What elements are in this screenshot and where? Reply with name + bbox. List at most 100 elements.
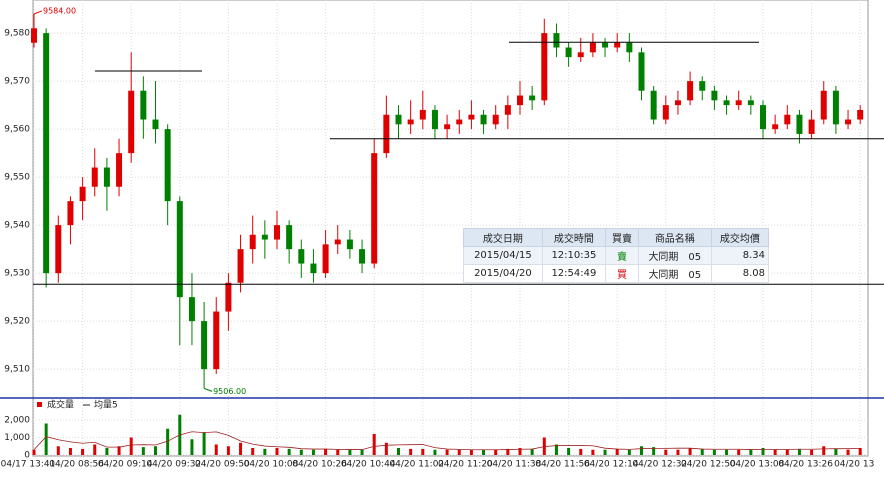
volume-bar xyxy=(688,448,692,455)
volume-bar xyxy=(397,448,400,455)
table-cell: 2015/04/20 xyxy=(463,264,543,283)
candle-body xyxy=(395,114,402,125)
y-tick-label: 9,580 xyxy=(4,29,30,39)
candle-body xyxy=(383,114,390,154)
volume-bar xyxy=(469,449,473,455)
volume-bar xyxy=(482,449,486,455)
volume-bar xyxy=(761,448,765,455)
candle-body xyxy=(322,244,329,274)
volume-bar xyxy=(105,448,109,455)
candle-body xyxy=(687,81,694,101)
candle-body xyxy=(529,95,536,101)
x-tick-label: 04/20 11:02 xyxy=(389,460,444,470)
volume-bar xyxy=(737,449,741,455)
volume-bar xyxy=(324,448,328,455)
candle-body xyxy=(140,90,147,120)
volume-bar xyxy=(457,449,461,455)
candle-body xyxy=(735,100,742,106)
volume-bar xyxy=(554,444,558,455)
candle-body xyxy=(274,225,280,240)
candle-body xyxy=(832,90,839,125)
candle-body xyxy=(662,105,669,120)
candle-body xyxy=(103,167,110,187)
candle-body xyxy=(176,201,183,298)
candle-body xyxy=(772,124,779,130)
annotation-leader xyxy=(33,10,43,15)
annotation-label: 9506.00 xyxy=(213,387,246,396)
legend-swatch xyxy=(37,402,42,407)
volume-bar xyxy=(433,449,437,455)
volume-bar xyxy=(336,449,340,455)
volume-bar xyxy=(81,448,85,455)
volume-bar xyxy=(384,442,388,455)
candle-body xyxy=(164,129,171,202)
volume-bar xyxy=(579,448,583,455)
x-tick-label: 04/20 09:14 xyxy=(98,460,153,470)
x-tick-label: 04/17 13:41 xyxy=(1,460,56,470)
candle-body xyxy=(650,90,657,120)
candle-body xyxy=(419,109,426,120)
candle-body xyxy=(79,186,86,202)
volume-bar xyxy=(44,423,48,455)
candle-body xyxy=(492,114,499,125)
candle-body xyxy=(91,167,98,187)
candle-body xyxy=(553,33,560,48)
column-header: 買賣 xyxy=(605,228,639,247)
candle-body xyxy=(431,109,438,130)
volume-bar xyxy=(409,448,413,455)
candle-body xyxy=(43,33,50,274)
candle-body xyxy=(188,297,195,322)
candle-body xyxy=(225,282,232,312)
volume-bar xyxy=(591,449,595,455)
candle-body xyxy=(201,321,208,370)
candle-body xyxy=(468,114,475,120)
y-tick-label: 9,570 xyxy=(4,77,30,87)
table-cell: 12:54:49 xyxy=(541,264,607,283)
volume-bar xyxy=(32,449,36,455)
x-tick-label: 04/20 11:56 xyxy=(535,460,590,470)
candle-body xyxy=(589,42,596,53)
y-tick-label: 9,560 xyxy=(4,125,30,135)
x-tick-label: 04/20 12:50 xyxy=(681,460,736,470)
plot-frame xyxy=(32,0,869,457)
y-tick-label: 9,550 xyxy=(4,173,30,183)
x-tick-label: 04/20 10:26 xyxy=(292,460,347,470)
table-cell: 8.08 xyxy=(710,264,770,283)
volume-bar xyxy=(652,447,656,455)
volume-bar xyxy=(311,449,315,455)
volume-bar xyxy=(263,448,267,455)
candle-body xyxy=(116,153,123,187)
candle-body xyxy=(359,249,366,264)
column-header: 成交時間 xyxy=(541,228,607,247)
table-cell: 2015/04/15 xyxy=(463,246,543,265)
y-tick-label: 1,000 xyxy=(4,433,30,443)
annotation-leader xyxy=(203,387,213,392)
y-tick-label: 9,530 xyxy=(4,269,30,279)
candle-body xyxy=(456,119,463,125)
legend-label: 成交量 xyxy=(47,399,74,411)
candle-body xyxy=(31,28,37,43)
table-cell: 買 xyxy=(605,264,639,283)
volume-bar xyxy=(93,444,97,455)
volume-bar xyxy=(68,448,72,455)
volume-bar xyxy=(445,449,449,455)
volume-bar xyxy=(117,446,121,455)
candle-body xyxy=(711,90,718,101)
volume-bar xyxy=(56,446,60,455)
table-cell: 大同期 05 xyxy=(637,246,712,265)
volume-bar xyxy=(494,449,498,455)
volume-bar xyxy=(603,449,607,455)
volume-bar xyxy=(129,437,133,455)
volume-bar xyxy=(190,439,194,455)
volume-bar xyxy=(846,449,850,455)
volume-bar xyxy=(530,448,534,455)
x-tick-label: 04/20 09:32 xyxy=(146,460,201,470)
volume-bar xyxy=(518,448,522,455)
candle-body xyxy=(407,119,414,125)
volume-bar xyxy=(239,442,243,455)
y-tick-label: 9,520 xyxy=(4,317,30,327)
candle-body xyxy=(346,239,353,250)
table-row: 2015/04/15 12:10:35 賣大同期 05 8.34 xyxy=(463,246,770,265)
candle-body xyxy=(760,105,766,130)
